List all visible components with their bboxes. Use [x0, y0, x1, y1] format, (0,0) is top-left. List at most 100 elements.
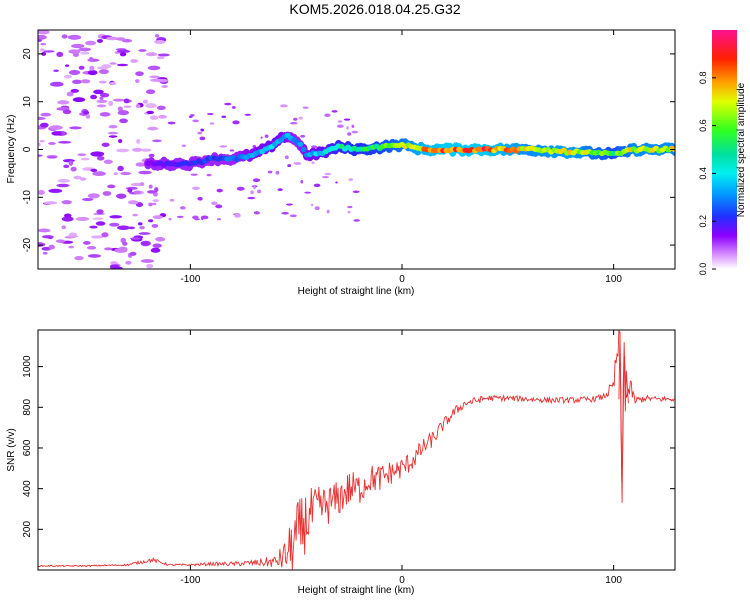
- heatmap-noise-cell: [43, 201, 58, 205]
- heatmap-noise-cell: [219, 145, 228, 148]
- heatmap-noise-cell: [117, 106, 123, 112]
- heatmap-noise-cell: [71, 43, 85, 49]
- heatmap-noise-cell: [81, 197, 94, 201]
- heatmap-noise-cell: [275, 170, 280, 175]
- heatmap-noise-cell: [101, 142, 110, 147]
- heatmap-noise-cell: [151, 202, 157, 206]
- heatmap-noise-cell: [68, 160, 74, 166]
- heatmap-noise-cell: [123, 98, 130, 104]
- heatmap-noise-cell: [89, 65, 95, 71]
- heatmap-noise-cell: [135, 104, 141, 109]
- heatmap-noise-cell: [347, 211, 351, 214]
- heatmap-noise-cell: [154, 187, 159, 193]
- heatmap-noise-cell: [351, 124, 355, 129]
- heatmap-noise-cell: [135, 162, 146, 167]
- heatmap-noise-cell: [130, 237, 141, 240]
- heatmap-noise-cell: [87, 193, 100, 199]
- heatmap-noise-cell: [197, 196, 203, 201]
- heatmap-noise-cell: [224, 102, 232, 106]
- heatmap-noise-cell: [117, 110, 130, 116]
- heatmap-noise-cell: [161, 85, 169, 88]
- heatmap-noise-cell: [109, 81, 117, 86]
- heatmap-noise-cell: [167, 121, 176, 125]
- heatmap-noise-cell: [39, 48, 45, 52]
- heatmap-noise-cell: [90, 94, 98, 100]
- heatmap-noise-cell: [326, 209, 330, 214]
- top-y-tick-label: -20: [22, 237, 33, 252]
- heatmap-noise-cell: [131, 147, 143, 152]
- heatmap-noise-cell: [85, 40, 97, 46]
- heatmap-noise-cell: [244, 113, 252, 116]
- heatmap-noise-cell: [234, 213, 241, 218]
- heatmap-noise-cell: [267, 170, 273, 174]
- heatmap-noise-cell: [113, 172, 118, 175]
- heatmap-noise-cell: [63, 164, 70, 169]
- heatmap-noise-cell: [110, 261, 118, 265]
- heatmap-noise-cell: [56, 183, 70, 188]
- heatmap-noise-cell: [352, 190, 360, 194]
- heatmap-noise-cell: [188, 115, 193, 118]
- heatmap-noise-cell: [200, 215, 209, 220]
- heatmap-noise-cell: [107, 131, 119, 135]
- heatmap-noise-cell: [116, 63, 129, 67]
- heatmap-noise-cell: [260, 136, 263, 139]
- heatmap-noise-cell: [324, 113, 331, 118]
- bottom-y-tick-label: 800: [22, 399, 33, 416]
- heatmap-noise-cell: [38, 228, 51, 233]
- heatmap-noise-cell: [132, 213, 138, 217]
- bottom-y-tick-label: 200: [22, 521, 33, 538]
- heatmap-noise-cell: [147, 65, 161, 71]
- heatmap-noise-cell: [66, 91, 74, 97]
- heatmap-noise-cell: [192, 119, 199, 123]
- heatmap-noise-cell: [152, 139, 162, 143]
- heatmap-noise-cell: [119, 118, 128, 124]
- heatmap-noise-cell: [148, 202, 153, 207]
- top-y-tick-label: 20: [22, 48, 33, 60]
- heatmap-noise-cell: [40, 122, 49, 128]
- bottom-x-axis-label: Height of straight line (km): [298, 585, 415, 596]
- heatmap-noise-cell: [149, 75, 160, 78]
- heatmap-noise-cell: [229, 149, 235, 152]
- heatmap-noise-cell: [109, 222, 120, 227]
- chart-title: KOM5.2026.018.04.25.G32: [289, 1, 461, 17]
- heatmap-noise-cell: [137, 222, 143, 226]
- heatmap-noise-cell: [117, 139, 123, 144]
- heatmap-noise-cell: [56, 51, 64, 57]
- heatmap-noise-cell: [302, 106, 309, 109]
- heatmap-noise-cell: [135, 79, 140, 84]
- heatmap-noise-cell: [115, 37, 126, 41]
- heatmap-noise-cell: [38, 154, 43, 157]
- heatmap-noise-cell: [40, 112, 52, 117]
- heatmap-noise-cell: [86, 245, 97, 250]
- heatmap-noise-cell: [156, 105, 166, 111]
- heatmap-noise-cell: [346, 126, 349, 130]
- heatmap-noise-cell: [347, 132, 352, 136]
- colorbar-axis: 0.0 0.2 0.4 0.6 0.8: [698, 72, 716, 275]
- heatmap-noise-cell: [61, 216, 74, 222]
- heatmap-noise-cell: [48, 188, 63, 193]
- heatmap-noise-cell: [38, 34, 47, 40]
- heatmap-noise-cell: [123, 105, 132, 108]
- heatmap-noise-cell: [313, 183, 321, 188]
- heatmap-noise-cell: [48, 244, 55, 250]
- heatmap-noise-cell: [289, 214, 297, 218]
- heatmap-noise-cell: [147, 190, 156, 194]
- heatmap-noise-cell: [42, 251, 48, 255]
- heatmap-noise-cell: [250, 190, 254, 195]
- heatmap-noise-cell: [43, 50, 55, 53]
- heatmap-noise-cell: [139, 226, 145, 230]
- heatmap-noise-cell: [40, 42, 46, 46]
- heatmap-noise-cell: [67, 34, 82, 40]
- heatmap-noise-cell: [62, 109, 72, 115]
- heatmap-noise-cell: [87, 70, 98, 76]
- heatmap-noise-cell: [287, 164, 292, 168]
- heatmap-ridge-cell: [300, 146, 307, 153]
- heatmap-noise-cell: [300, 134, 306, 138]
- bottom-x-tick-label: 100: [605, 575, 622, 586]
- heatmap-noise-cell: [216, 218, 221, 221]
- heatmap-noise-cell: [140, 259, 155, 263]
- colorbar-tick-label: 0.6: [698, 119, 708, 132]
- heatmap-noise-cell: [169, 198, 175, 202]
- heatmap-noise-cell: [138, 232, 151, 235]
